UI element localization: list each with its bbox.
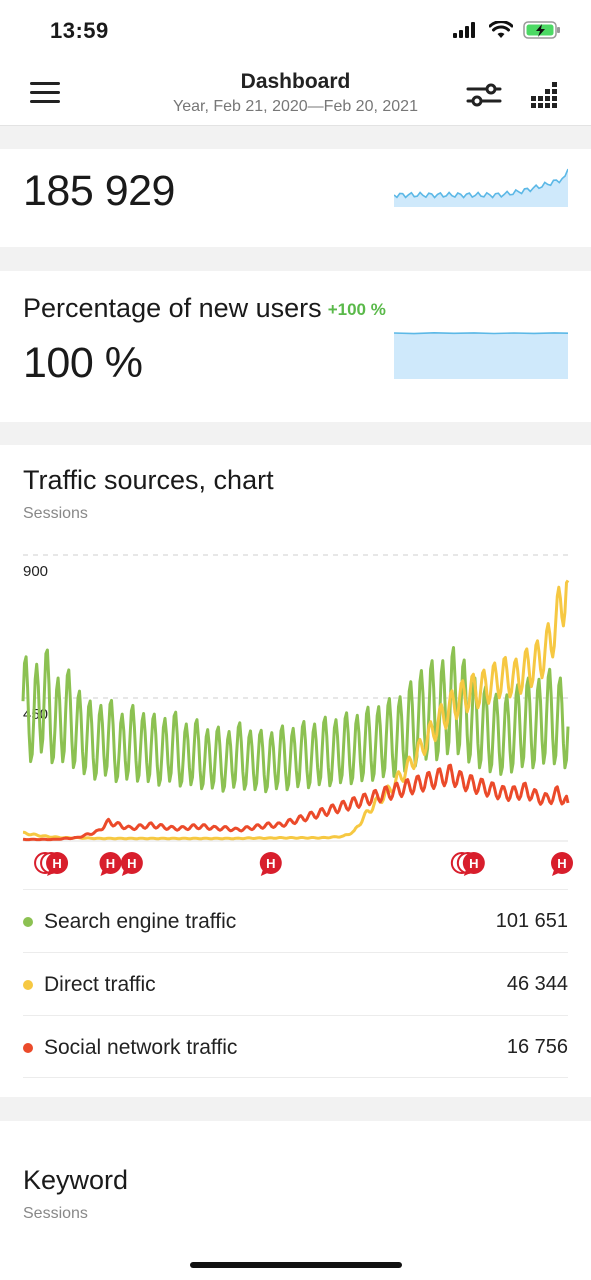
visits-value: 185 929 <box>23 167 175 215</box>
new-users-title: Percentage of new users +100 % <box>23 293 386 324</box>
svg-text:H: H <box>106 856 115 871</box>
visits-sparkline <box>394 168 568 207</box>
holiday-marker[interactable]: H <box>551 852 573 876</box>
status-icons <box>453 20 561 40</box>
home-indicator <box>190 1262 402 1268</box>
legend-dot-direct <box>23 980 33 990</box>
new-users-delta: +100 % <box>327 299 386 319</box>
grid-icon[interactable] <box>530 82 560 108</box>
legend-label-direct: Direct traffic <box>44 973 156 996</box>
keyword-title: Keyword <box>23 1165 129 1195</box>
date-range[interactable]: Year, Feb 21, 2020—Feb 20, 2021 <box>173 98 418 115</box>
traffic-title: Traffic sources, chart <box>23 465 274 495</box>
traffic-sources-card[interactable]: Traffic sources, chart Sessions 900 450 H… <box>0 445 591 1097</box>
svg-text:H: H <box>469 856 478 871</box>
svg-text:H: H <box>266 856 275 871</box>
holiday-marker[interactable]: H <box>450 852 485 876</box>
new-users-card[interactable]: Percentage of new users +100 % 100 % <box>0 271 591 422</box>
svg-text:H: H <box>52 856 61 871</box>
filter-icon[interactable] <box>466 80 502 110</box>
wifi-icon <box>489 21 513 38</box>
holiday-marker[interactable]: H <box>34 852 69 876</box>
svg-text:H: H <box>557 856 566 871</box>
traffic-subtitle: Sessions <box>23 505 88 522</box>
legend-dot-social <box>23 1043 33 1053</box>
holiday-marker[interactable]: H <box>99 852 122 876</box>
series-line-search-engine-traffic[interactable] <box>21 646 570 794</box>
legend-row-social[interactable]: Social network traffic 16 756 <box>23 1015 568 1078</box>
legend-label-search: Search engine traffic <box>44 910 237 933</box>
new-users-sparkline <box>394 331 568 379</box>
series-line-direct-traffic[interactable] <box>22 579 570 841</box>
y-tick-label: 900 <box>23 563 48 580</box>
status-bar: 13:59 <box>0 0 591 64</box>
legend-value-social: 16 756 <box>506 1036 568 1058</box>
legend-dot-search <box>23 917 33 927</box>
menu-icon[interactable] <box>30 82 60 106</box>
legend-value-direct: 46 344 <box>506 973 568 995</box>
holiday-marker[interactable]: H <box>259 852 282 876</box>
visits-card[interactable]: 185 929 <box>0 149 591 247</box>
legend-label-social: Social network traffic <box>44 1036 238 1059</box>
svg-text:H: H <box>127 856 136 871</box>
holiday-marker[interactable]: H <box>120 852 143 876</box>
legend-row-search[interactable]: Search engine traffic 101 651 <box>23 889 568 952</box>
new-users-value: 100 % <box>23 339 143 387</box>
legend-value-search: 101 651 <box>495 910 568 932</box>
keyword-card[interactable]: Keyword Sessions <box>0 1121 591 1280</box>
battery-charging-icon <box>523 21 560 39</box>
keyword-subtitle: Sessions <box>23 1205 88 1222</box>
page-title: Dashboard <box>240 70 351 93</box>
new-users-title-text: Percentage of new users <box>23 293 322 323</box>
app-header: Dashboard Year, Feb 21, 2020—Feb 20, 202… <box>0 64 591 126</box>
series-line-social-network-traffic[interactable] <box>22 763 570 842</box>
legend-row-direct[interactable]: Direct traffic 46 344 <box>23 952 568 1015</box>
cellular-signal-icon <box>453 22 475 38</box>
status-time: 13:59 <box>50 18 109 43</box>
